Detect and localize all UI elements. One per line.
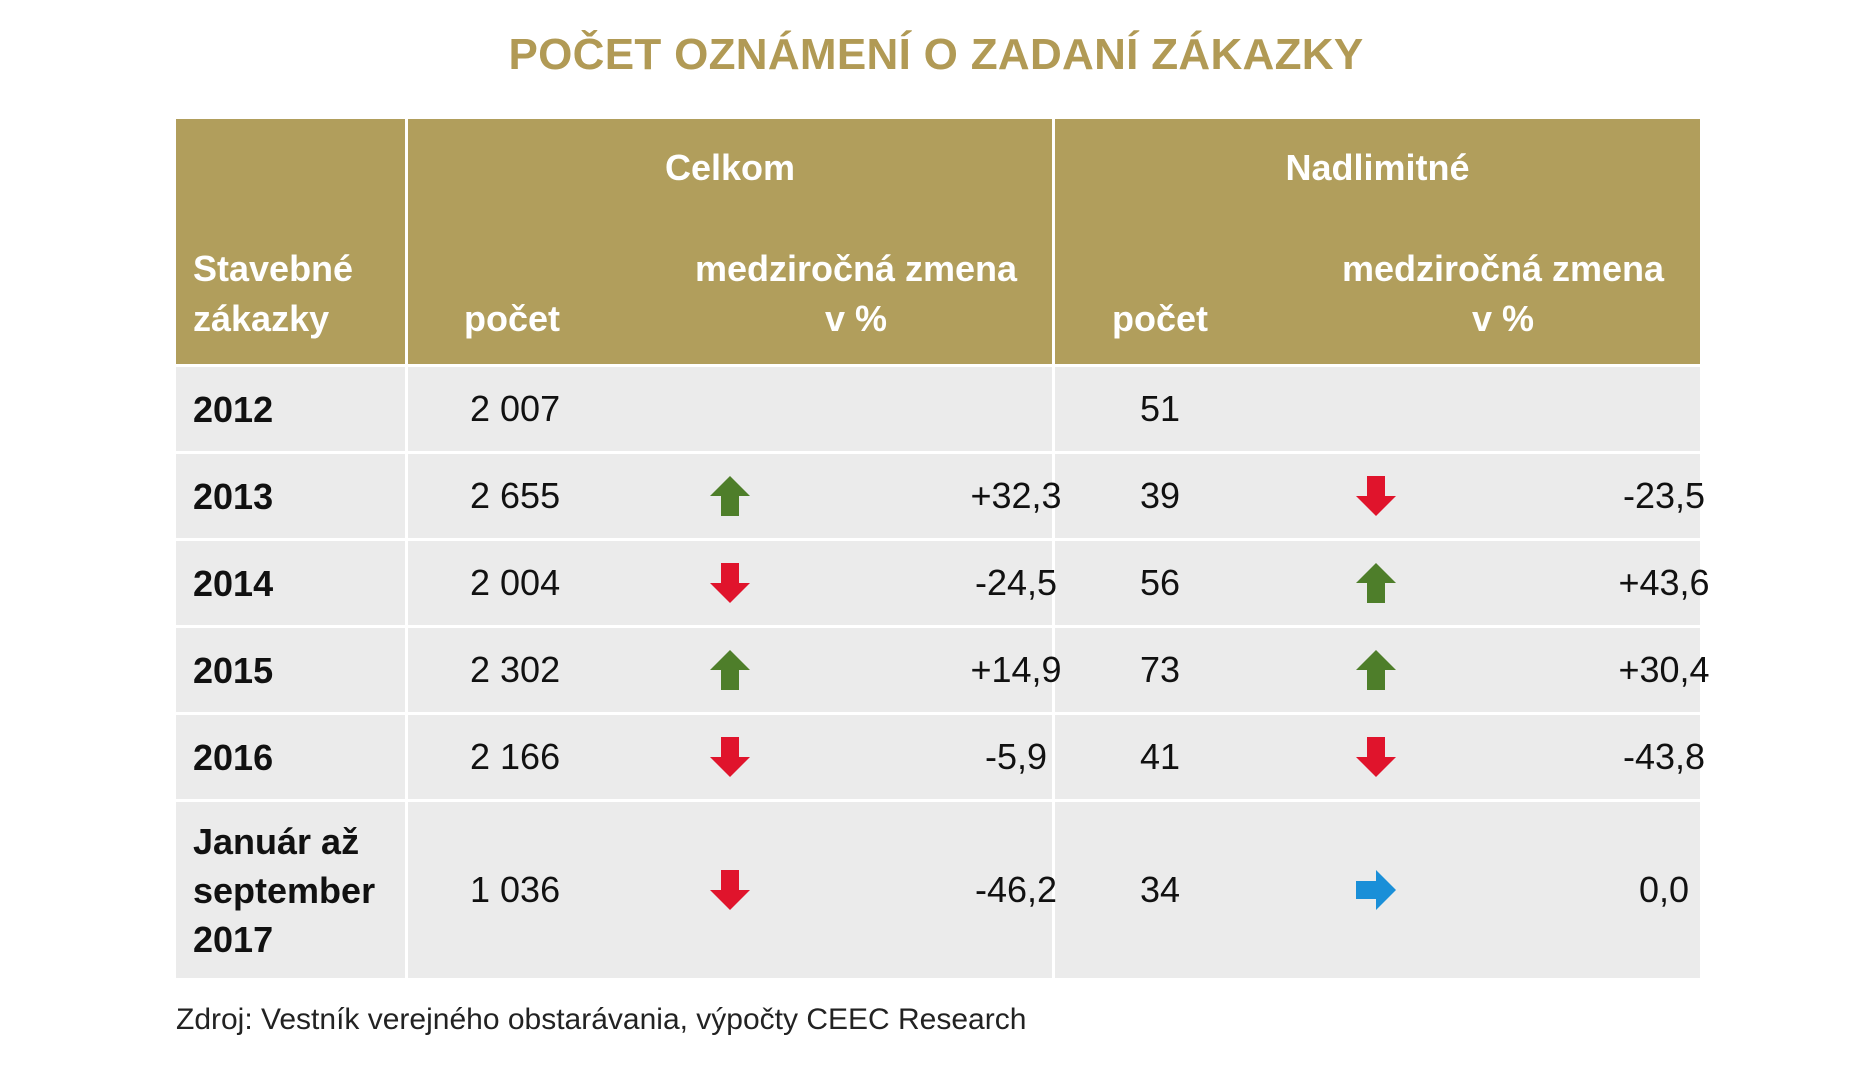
row-label: 2016 [193, 733, 273, 782]
column-divider [405, 628, 408, 712]
row-label: 2012 [193, 385, 273, 434]
chart-title: POČET OZNÁMENÍ O ZADANÍ ZÁKAZKY [508, 30, 1364, 79]
row-label-line: 2016 [193, 736, 274, 778]
cell-above-count: 39 [1140, 475, 1181, 516]
cell-total-count: 2 655 [470, 475, 561, 516]
row-label-line: 2012 [193, 388, 274, 430]
cell-total-count: 2 302 [470, 649, 561, 690]
row-label: 2014 [193, 559, 273, 608]
cell-total-change: -5,9 [984, 736, 1048, 777]
column-divider [1052, 628, 1055, 712]
header-change-line2: v % [824, 298, 888, 339]
header-divider [1052, 119, 1055, 364]
table-row: 2013 2 655 +32,3 39 -23,5 [176, 454, 1705, 538]
column-divider [1052, 454, 1055, 538]
cell-above-change: 0,0 [1638, 869, 1690, 910]
column-divider [1052, 541, 1055, 625]
header-group-nadlimitne: Nadlimitné [1285, 147, 1470, 188]
cell-above-count: 51 [1140, 388, 1181, 429]
column-divider [405, 715, 408, 799]
arrow-down-icon [710, 870, 750, 910]
header-first-col-line1: Stavebné [193, 248, 354, 289]
header-count-celkom: počet [464, 298, 561, 339]
arrow-down-icon [1356, 737, 1396, 777]
column-divider [405, 367, 408, 451]
data-table: Stavebné zákazky Celkom Nadlimitné počet… [176, 119, 1710, 978]
cell-total-change: +32,3 [970, 475, 1062, 516]
row-label-line: september [193, 869, 376, 911]
header-first-col-line2: zákazky [193, 298, 330, 339]
header-first-col: Stavebné zákazky [193, 244, 353, 344]
cell-above-count: 73 [1140, 649, 1181, 690]
arrow-down-icon [1356, 476, 1396, 516]
column-divider [405, 541, 408, 625]
cell-above-change: +43,6 [1618, 562, 1710, 603]
cell-total-change: -24,5 [974, 562, 1058, 603]
header-change-line1: medziročná zmena [694, 248, 1018, 289]
row-label-line: 2014 [193, 562, 274, 604]
column-divider [1052, 802, 1055, 978]
table-header: Stavebné zákazky Celkom Nadlimitné počet… [176, 119, 1700, 364]
row-label-line: 2017 [193, 918, 274, 960]
header-change-celkom: medziročná zmena v % [656, 244, 1056, 344]
cell-above-change: +30,4 [1618, 649, 1710, 690]
header-change-line1: medziročná zmena [1341, 248, 1665, 289]
table-row: 2015 2 302 +14,9 73 +30,4 [176, 628, 1710, 712]
cell-total-count: 2 007 [470, 388, 561, 429]
column-divider [1052, 367, 1055, 451]
cell-total-change: +14,9 [970, 649, 1062, 690]
arrow-down-icon [710, 563, 750, 603]
cell-above-count: 34 [1140, 869, 1181, 910]
source-note: Zdroj: Vestník verejného obstarávania, v… [176, 1003, 1027, 1036]
row-label: 2013 [193, 472, 273, 521]
column-divider [405, 454, 408, 538]
header-group-celkom: Celkom [664, 147, 796, 188]
cell-total-count: 2 004 [470, 562, 561, 603]
arrow-right-icon [1356, 870, 1396, 910]
column-divider [1052, 715, 1055, 799]
table-row: 2014 2 004 -24,5 56 +43,6 [176, 541, 1710, 625]
header-change-nadlimitne: medziročná zmena v % [1303, 244, 1703, 344]
cell-above-count: 56 [1140, 562, 1181, 603]
cell-above-count: 41 [1140, 736, 1181, 777]
header-change-line2: v % [1471, 298, 1535, 339]
column-divider [405, 802, 408, 978]
cell-above-change: -23,5 [1622, 475, 1706, 516]
cell-total-change: -46,2 [974, 869, 1058, 910]
table-row: Január až september 2017 1 036 -46,2 34 0,0 [176, 802, 1700, 978]
arrow-up-icon [1356, 650, 1396, 690]
arrow-down-icon [710, 737, 750, 777]
row-label-line: Január až [193, 820, 360, 862]
arrow-up-icon [710, 476, 750, 516]
row-label-line: 2015 [193, 649, 274, 691]
row-label: Január až september 2017 [193, 817, 375, 964]
header-count-nadlimitne: počet [1112, 298, 1209, 339]
cell-total-count: 2 166 [470, 736, 561, 777]
table-row: 2016 2 166 -5,9 41 -43,8 [176, 715, 1705, 799]
cell-above-change: -43,8 [1622, 736, 1706, 777]
table-row: 2012 2 007 51 [176, 367, 1700, 451]
row-label-line: 2013 [193, 475, 274, 517]
arrow-up-icon [1356, 563, 1396, 603]
cell-total-count: 1 036 [470, 869, 561, 910]
arrow-up-icon [710, 650, 750, 690]
row-label: 2015 [193, 646, 273, 695]
header-divider [405, 119, 408, 364]
